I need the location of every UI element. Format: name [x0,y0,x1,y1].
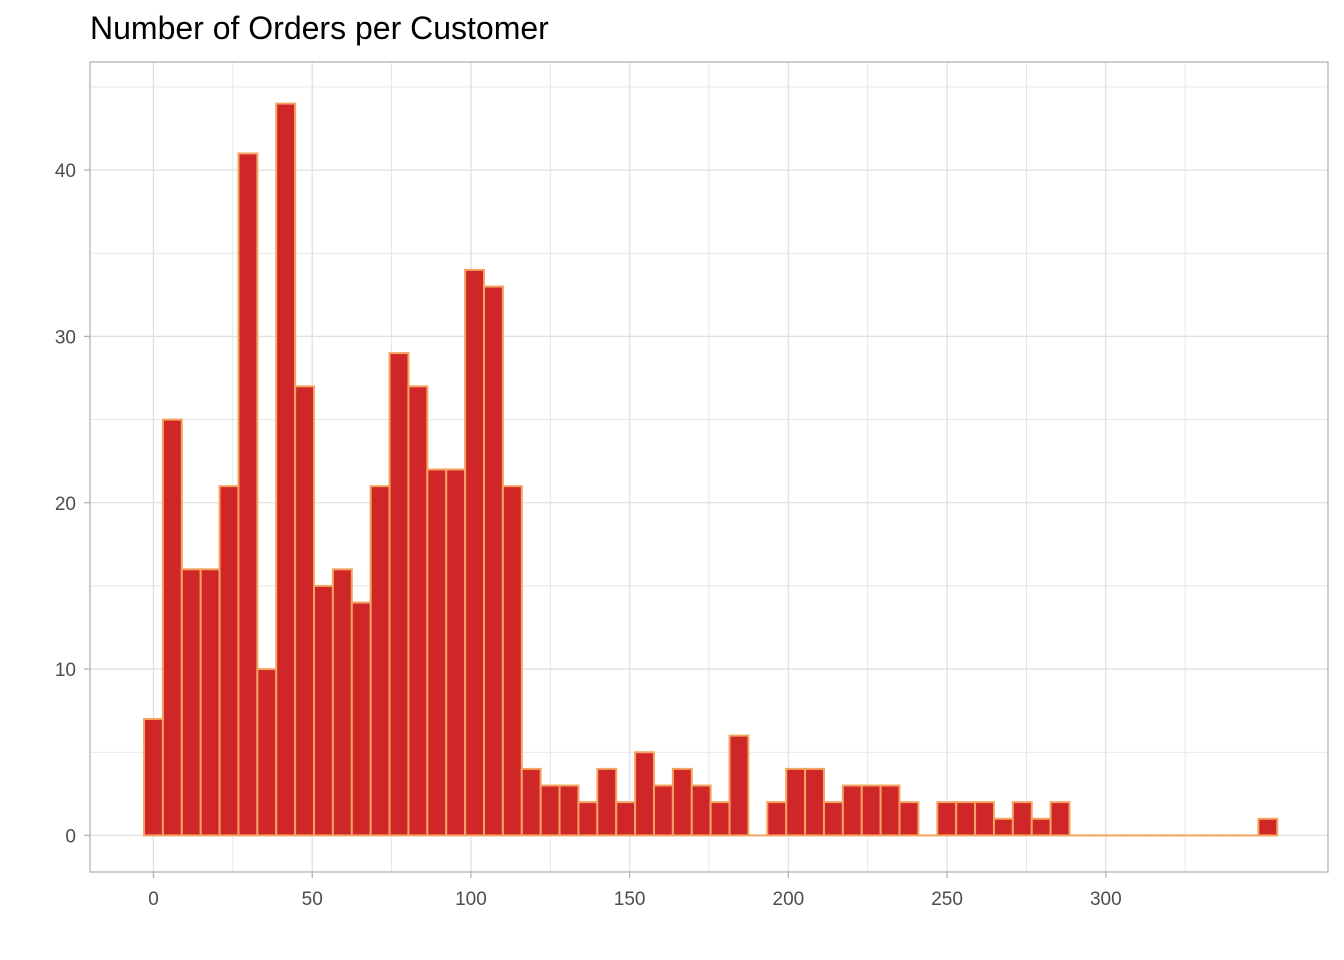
histogram-bar [804,767,825,837]
x-tick-label: 200 [773,889,805,910]
histogram-bar [275,102,297,837]
histogram-bar [955,801,977,837]
y-tick-label: 30 [55,327,76,348]
histogram-bar [539,784,561,837]
histogram-bar [350,601,372,837]
histogram-bars [143,102,1279,837]
histogram-bar [577,801,599,837]
histogram-bar [652,784,674,837]
histogram-bar [860,784,882,837]
histogram-bar [483,285,504,837]
histogram-bar [256,668,278,837]
histogram-bar [501,485,523,837]
histogram-bar [841,784,863,837]
chart-title: Number of Orders per Customer [90,10,549,46]
x-tick-label: 250 [931,889,963,910]
histogram-bar [634,751,655,837]
x-tick-label: 150 [614,889,646,910]
histogram-bar [180,568,202,837]
histogram-bar [898,801,920,837]
histogram-bar [237,152,259,837]
histogram-bar [445,468,467,837]
histogram-bar [558,784,580,837]
histogram-bar [294,385,316,837]
histogram-bar [218,485,240,837]
y-tick-label: 40 [55,161,76,182]
histogram-bar [1257,817,1279,837]
histogram-bar [426,468,448,837]
panel-border [89,61,1329,873]
histogram-bar [331,568,353,837]
histogram-bar [313,584,334,837]
x-tick-label: 0 [148,889,159,910]
x-tick-label: 50 [302,889,323,910]
histogram-bar [936,801,958,837]
x-tick-label: 300 [1090,889,1122,910]
histogram-bar [615,801,637,837]
x-axis: 0 50 100 150 200 250 300 [148,872,1122,910]
histogram-bar [728,734,750,837]
histogram-bar [388,352,410,837]
histogram-bar [879,784,901,837]
histogram-bar [974,801,995,837]
histogram-bar [596,767,618,837]
histogram-bar [407,385,429,837]
histogram-bar [992,817,1014,837]
histogram-bar [822,801,844,837]
histogram-bar [709,801,731,837]
x-tick-label: 100 [455,889,487,910]
histogram-bar [520,767,542,837]
histogram-bar [671,767,693,837]
histogram-bar [690,784,712,837]
histogram-bar [785,767,807,837]
histogram-bar [1030,817,1052,837]
histogram-bar [199,568,221,837]
histogram-bar [369,485,391,837]
histogram-bar [143,717,164,837]
y-tick-label: 10 [55,660,76,681]
y-axis: 0 10 20 30 40 [55,161,90,847]
histogram-bar [1011,801,1033,837]
histogram-bar [161,418,183,837]
histogram-bar [1049,801,1071,837]
histogram-bar [464,268,486,837]
y-tick-label: 20 [55,494,76,515]
histogram-bar [766,801,788,837]
y-tick-label: 0 [65,826,76,847]
